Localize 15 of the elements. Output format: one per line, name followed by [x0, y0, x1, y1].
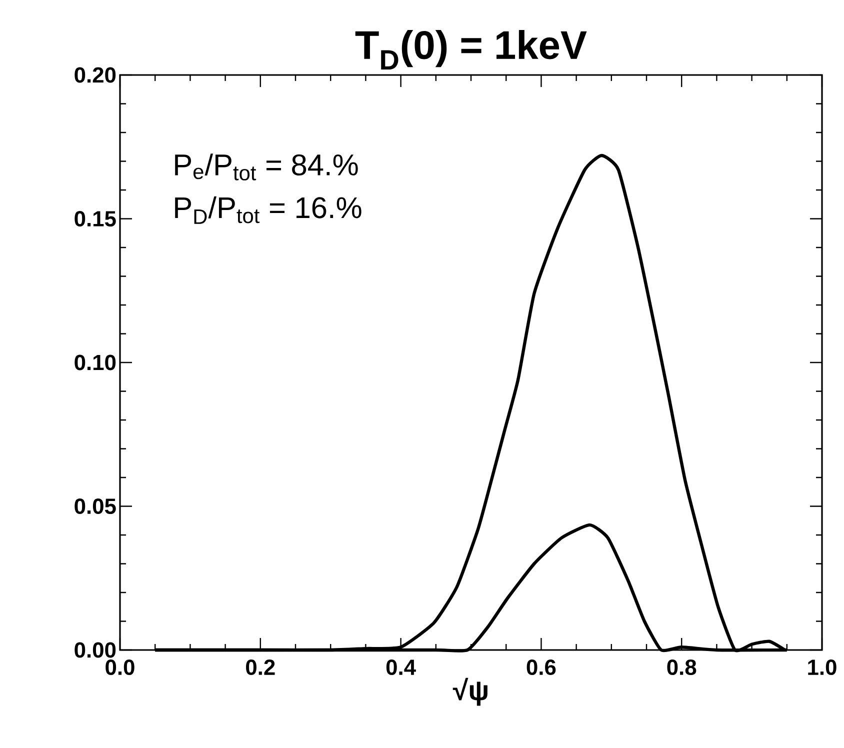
- y-tick-label: 0.05: [74, 498, 116, 514]
- y-tick-label: 0.15: [74, 210, 116, 227]
- x-tick-label: 0.0: [106, 660, 134, 676]
- x-tick-label: 1.0: [808, 660, 836, 676]
- annotation: P$_{D}$/P$_{tot}$ = 16.%: [175, 196, 362, 224]
- x-tick-label: 0.6: [526, 660, 556, 676]
- chart-title: T$_{D}$(0) = 1keV: [355, 30, 587, 70]
- x-tick-label: 0.4: [386, 660, 416, 676]
- x-axis-title: √ψ: [452, 678, 488, 706]
- x-tick-label: 0.8: [667, 660, 696, 676]
- annotation: P$_{e}$/P$_{tot}$ = 84.%: [175, 154, 358, 180]
- x-tick-label: 0.2: [246, 660, 275, 676]
- y-tick-label: 0.00: [74, 642, 116, 658]
- y-tick-label: 0.20: [74, 67, 116, 83]
- y-tick-label: 0.10: [74, 354, 116, 370]
